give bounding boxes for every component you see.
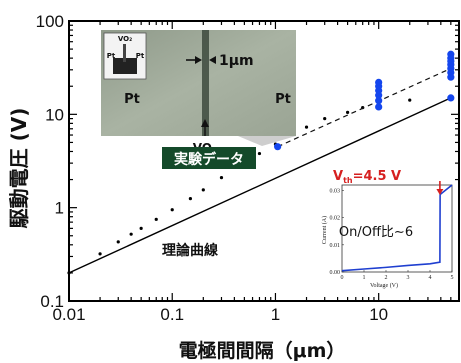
- theory-point: [346, 110, 350, 114]
- inset-y-tick-label: 0.03: [330, 188, 341, 194]
- theory-point: [116, 240, 120, 244]
- experiment-label-box: 実験データ: [162, 147, 256, 169]
- inset-plot: Vth=4.5 V 0 1 2 3 4 5 0.00 0.01 0.02 0.03 On/Off比…: [321, 169, 458, 291]
- theory-point: [170, 208, 174, 212]
- x-tick-label: 0.01: [52, 305, 85, 324]
- theory-point: [323, 117, 327, 121]
- gap-arrowhead-left: [195, 56, 202, 64]
- inset-y-tick-label: 0.01: [330, 243, 341, 249]
- inset-frame: [341, 184, 453, 273]
- theory-point: [188, 197, 193, 201]
- theory-point: [257, 151, 262, 156]
- inset-y-tick-label: 0.02: [330, 216, 341, 222]
- theory-point: [98, 252, 102, 256]
- inset-onoff-text: On/Off比∼6: [339, 225, 413, 240]
- y-tick-label: 1: [55, 199, 64, 218]
- theory-point: [129, 232, 133, 236]
- experiment-point: [375, 103, 383, 111]
- inset-axes: 0 1 2 3 4 5 0.00 0.01 0.02 0.03: [330, 181, 458, 291]
- x-tick-label: 1: [271, 305, 280, 324]
- theory-point: [201, 188, 205, 192]
- inset-background: [332, 183, 458, 291]
- experiment-point: [447, 94, 455, 102]
- channel-pointer-head: [201, 119, 209, 127]
- theory-label: 理論曲線: [162, 242, 218, 259]
- inset-x-label: Voltage (V): [370, 282, 398, 289]
- x-tick-label: 10: [369, 305, 388, 324]
- microscope-image: VO₂ Pt Pt Pt Pt 1μm VO₂: [101, 30, 296, 155]
- thumbnail-channel: [123, 44, 126, 62]
- gap-arrowhead-right: [209, 56, 216, 64]
- experiment-point: [375, 97, 383, 105]
- theory-point: [408, 98, 412, 102]
- x-tick-label: 0.1: [160, 305, 184, 324]
- inset-title: Vth=4.5 V: [333, 169, 401, 185]
- inset-x-tick-label: 0: [341, 275, 344, 281]
- electrode-label-left: Pt: [124, 92, 140, 107]
- experiment-point: [375, 78, 383, 86]
- vo2-channel-stripe: [202, 30, 209, 136]
- inset-x-tick-label: 1: [363, 275, 366, 281]
- inset-threshold-arrowhead: [436, 189, 444, 195]
- gap-label: 1μm: [219, 53, 254, 69]
- theory-point: [67, 271, 71, 275]
- inset-x-tick-label: 5: [451, 275, 454, 281]
- inset-x-tick-label: 2: [385, 275, 388, 281]
- theory-point: [219, 175, 224, 180]
- inset-y-label: Current (A): [321, 216, 328, 244]
- y-tick-label: 100: [36, 12, 64, 31]
- experiment-label: 実験データ: [174, 151, 244, 168]
- y-axis-title: 駆動電圧 (V): [7, 108, 31, 229]
- theory-series: [67, 96, 453, 275]
- experiment-point: [274, 143, 282, 151]
- experiment-point: [447, 50, 455, 58]
- electrode-label-right: Pt: [275, 92, 291, 107]
- theory-point: [154, 217, 158, 221]
- inset-x-tick-label: 3: [407, 275, 410, 281]
- experiment-series: [274, 50, 455, 151]
- plot-axes: [68, 20, 460, 302]
- x-axis-title: 電極間間隔（μm）: [179, 339, 346, 362]
- inset-iv-curve: [341, 184, 453, 272]
- y-tick-label: 0.1: [40, 292, 64, 311]
- experiment-fit-line: [277, 67, 452, 148]
- thumbnail-vo2-label: VO₂: [118, 35, 132, 43]
- thumbnail-pad: [113, 58, 137, 74]
- theory-point: [139, 226, 143, 230]
- inset-x-tick-label: 4: [429, 275, 432, 281]
- plot-frame: [68, 20, 460, 302]
- thumbnail-pt-right: Pt: [136, 52, 145, 60]
- thumbnail-pt-left: Pt: [107, 52, 116, 60]
- inset-y-tick-label: 0.00: [330, 270, 341, 276]
- theory-point: [304, 125, 309, 129]
- theory-line: [68, 97, 452, 274]
- callout-wedge: [238, 136, 296, 146]
- y-tick-label: 10: [45, 105, 64, 124]
